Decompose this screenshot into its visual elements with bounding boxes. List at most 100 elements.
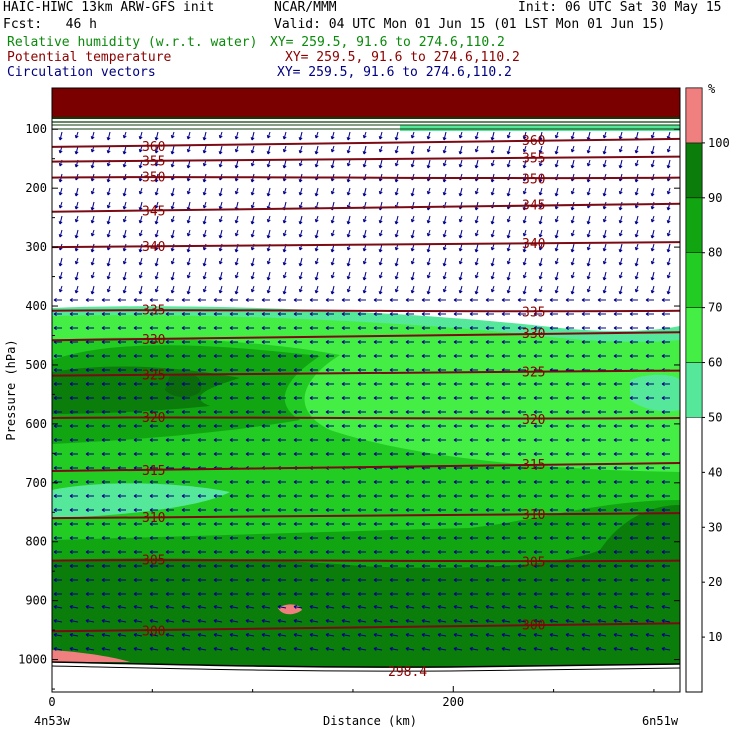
wind-vector — [181, 480, 190, 484]
wind-vector — [330, 131, 335, 140]
wind-vector — [394, 145, 399, 154]
wind-vector — [261, 646, 271, 651]
wind-vector — [453, 508, 462, 512]
theta-contour-label: 325 — [522, 366, 545, 381]
wind-vector — [325, 298, 334, 302]
wind-vector — [85, 452, 94, 456]
wind-vector — [122, 271, 127, 281]
wind-vector — [122, 285, 127, 294]
wind-vector — [533, 354, 542, 358]
wind-vector — [650, 215, 655, 223]
wind-vector — [325, 312, 334, 316]
wind-vector — [554, 145, 559, 155]
wind-vector — [106, 285, 111, 293]
rh-top-mask — [52, 88, 680, 118]
wind-vector — [341, 522, 350, 526]
wind-vector — [645, 326, 654, 330]
wind-vector — [405, 396, 414, 400]
wind-vector — [197, 522, 206, 526]
wind-vector — [298, 285, 303, 293]
wind-vector — [282, 131, 287, 140]
wind-vector — [618, 243, 623, 253]
wind-vector — [405, 522, 414, 526]
wind-vector — [538, 131, 543, 141]
wind-vector — [234, 229, 239, 237]
wind-vector — [165, 494, 174, 498]
wind-vector — [490, 243, 495, 251]
wind-vector — [517, 536, 526, 540]
theta-contour-label: 325 — [142, 369, 165, 384]
wind-vector — [245, 340, 254, 344]
wind-vector — [666, 229, 671, 237]
colorbar-band — [685, 307, 703, 363]
wind-vector — [138, 257, 143, 266]
wind-vector — [149, 522, 158, 526]
wind-vector — [170, 201, 175, 210]
wind-vector — [586, 285, 591, 293]
wind-vector — [666, 215, 671, 224]
wind-vector — [325, 508, 334, 512]
wind-vector — [666, 285, 671, 295]
wind-vector — [165, 536, 174, 540]
wind-vector — [453, 340, 462, 344]
colorbar-tick-label: 60 — [708, 356, 722, 370]
x-axis-label: Distance (km) — [323, 714, 417, 728]
theta-contour-label: 300 — [142, 624, 165, 639]
wind-vector — [533, 382, 542, 386]
wind-vector — [261, 536, 270, 540]
wind-vector — [298, 159, 303, 167]
wind-vector — [106, 201, 111, 209]
wind-vector — [485, 536, 494, 540]
wind-vector — [154, 187, 159, 196]
wind-vector — [405, 368, 414, 372]
wind-vector — [357, 494, 366, 498]
wind-vector — [266, 159, 271, 168]
wind-vector — [362, 145, 367, 155]
wind-vector — [469, 618, 479, 623]
wind-vector — [453, 354, 462, 358]
wind-vector — [69, 508, 78, 512]
wind-vector — [458, 271, 463, 281]
wind-vector — [154, 229, 159, 238]
wind-vector — [474, 215, 479, 224]
wind-vector — [469, 646, 479, 651]
wind-vector — [293, 604, 303, 609]
wind-vector — [325, 382, 334, 386]
wind-vector — [309, 604, 319, 609]
theta-contour-label: 360 — [142, 140, 165, 155]
rh-region-50-pocket — [52, 483, 230, 518]
rh-colorbar: 10 20 30 40 50 60 70 80 90 100 — [685, 87, 730, 693]
wind-vector — [485, 438, 494, 442]
wind-vector — [165, 438, 174, 442]
wind-vector — [533, 632, 543, 637]
wind-vector — [245, 326, 254, 330]
wind-vector — [474, 159, 479, 169]
wind-vector — [437, 424, 446, 428]
wind-vector — [197, 564, 206, 568]
wind-vector — [245, 424, 254, 428]
wind-vector — [122, 145, 127, 155]
wind-vector — [245, 578, 254, 582]
wind-vector — [202, 229, 207, 238]
wind-vector — [213, 646, 223, 651]
wind-vector — [469, 508, 478, 512]
wind-vector — [501, 340, 510, 344]
wind-vector — [570, 285, 575, 295]
wind-vector — [613, 632, 623, 637]
wind-vector — [629, 536, 638, 540]
wind-vector — [106, 271, 111, 280]
wind-vector — [69, 550, 78, 554]
wind-vector — [613, 424, 622, 428]
wind-vector — [117, 396, 126, 400]
wind-vector — [474, 229, 479, 237]
wind-vector — [181, 312, 190, 316]
wind-vector — [197, 632, 207, 637]
wind-vector — [197, 354, 206, 358]
wind-vector — [69, 424, 78, 428]
wind-vector — [197, 494, 206, 498]
wind-vector — [229, 646, 239, 651]
wind-vector — [373, 522, 382, 526]
wind-vector — [245, 438, 254, 442]
wind-vector — [453, 382, 462, 386]
wind-vector — [133, 382, 142, 386]
